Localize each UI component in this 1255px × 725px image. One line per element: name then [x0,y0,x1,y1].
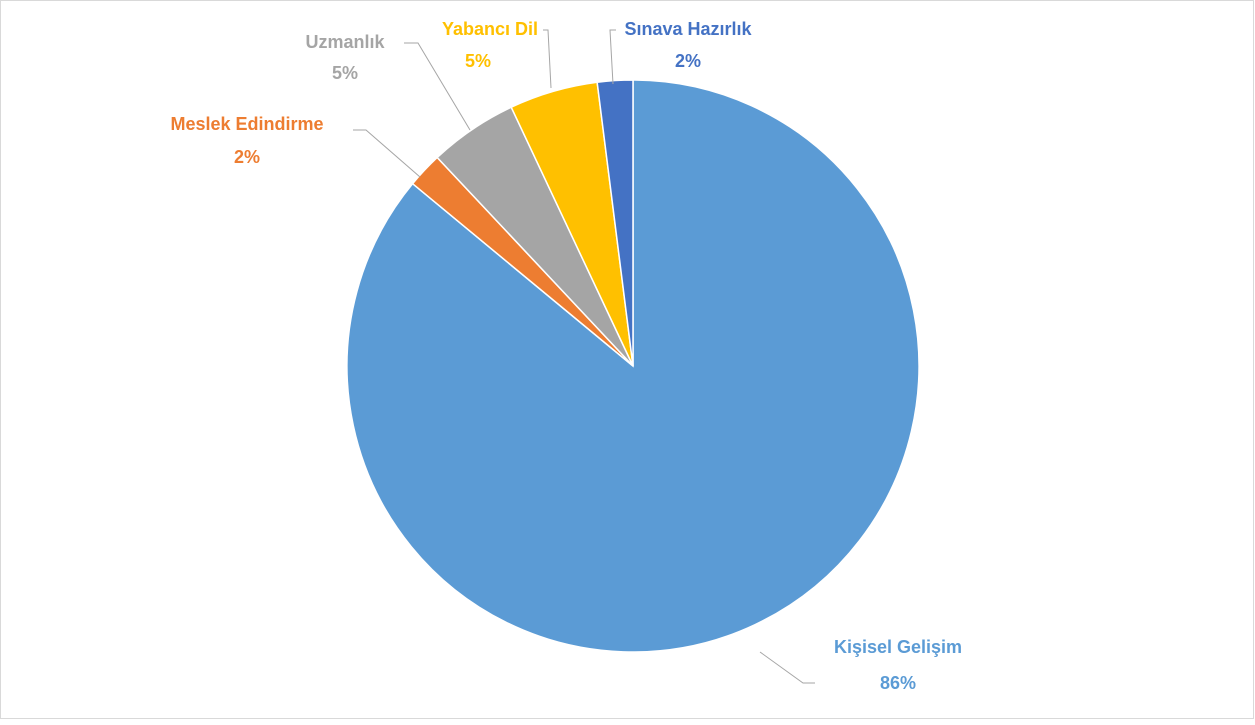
slice-value-label: 5% [332,63,358,83]
slice-value-label: 86% [880,673,916,693]
leader-line [759,651,815,684]
slice-value-label: 2% [234,147,260,167]
leader-line [353,129,421,178]
leader-line [404,42,471,131]
slice-label: Kişisel Gelişim [834,637,962,657]
leader-line [609,29,616,85]
slice-label: Meslek Edindirme [170,114,323,134]
slice-label: Yabancı Dil [442,19,538,39]
slice-value-label: 2% [675,51,701,71]
leader-line [543,29,552,89]
slice-label: Uzmanlık [305,32,385,52]
pie-slice [596,79,634,367]
slice-label: Sınava Hazırlık [624,19,752,39]
slice-value-label: 5% [465,51,491,71]
